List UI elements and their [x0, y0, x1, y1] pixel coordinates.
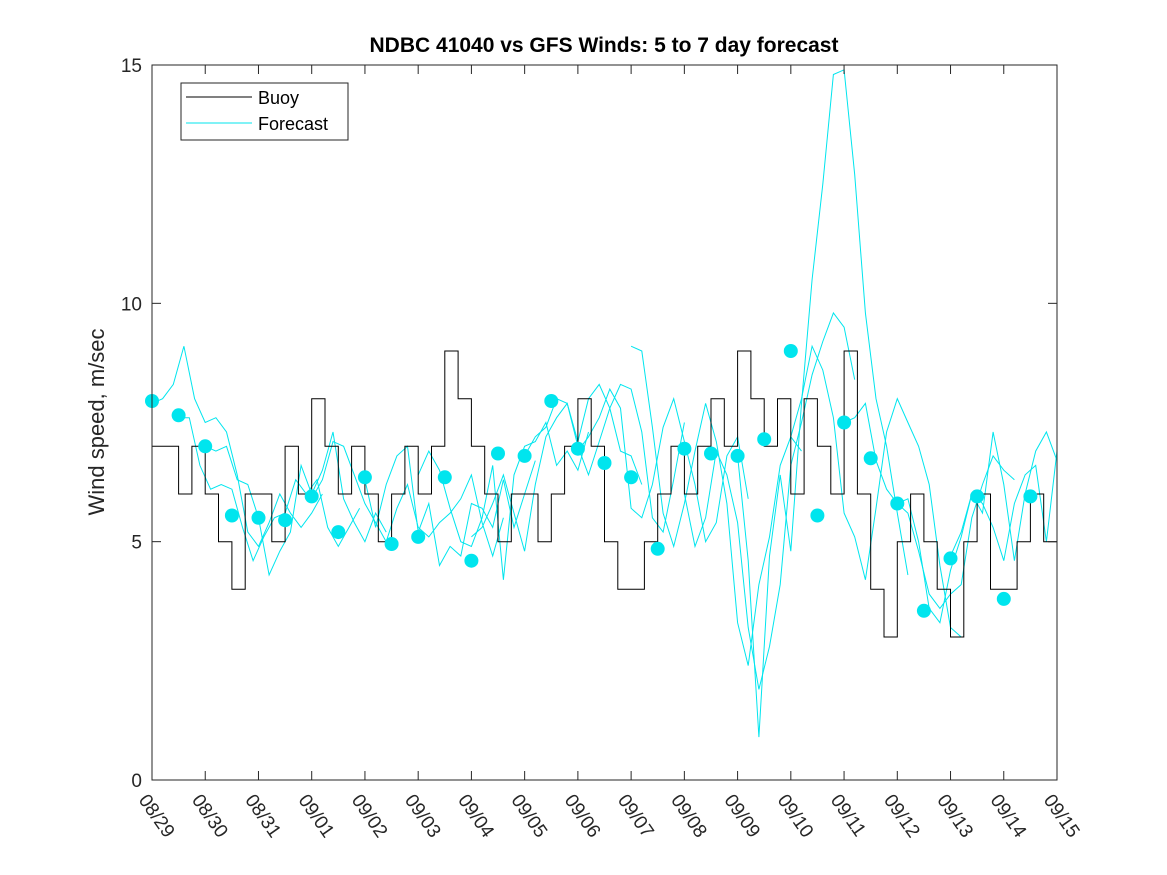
- forecast-point: [464, 553, 479, 568]
- forecast-point: [810, 508, 825, 523]
- forecast-point: [411, 529, 426, 544]
- forecast-line: [417, 421, 589, 580]
- forecast-point: [837, 415, 852, 430]
- forecast-line: [204, 431, 387, 577]
- forecast-point: [384, 537, 399, 551]
- forecast-point: [278, 513, 293, 528]
- forecast-point: [757, 432, 772, 447]
- forecast-line: [364, 445, 536, 567]
- forecast-point: [171, 408, 186, 423]
- forecast-point: [517, 448, 532, 463]
- forecast-point: [597, 456, 612, 470]
- chart-title: NDBC 41040 vs GFS Winds: 5 to 7 day fore…: [370, 34, 839, 57]
- forecast-point: [677, 441, 692, 456]
- forecast-line: [577, 387, 749, 544]
- legend-box: [180, 82, 349, 141]
- forecast-line: [683, 311, 856, 690]
- y-tick-label: 10: [121, 294, 142, 315]
- forecast-point: [304, 489, 319, 504]
- forecast-point: [357, 470, 372, 485]
- forecast-point: [704, 446, 718, 461]
- forecast-line: [737, 69, 909, 738]
- forecast-point: [251, 510, 266, 525]
- forecast-point: [544, 394, 559, 408]
- y-axis-label: Wind speed, m/sec: [84, 328, 109, 515]
- forecast-line: [843, 402, 1015, 610]
- forecast-line: [151, 346, 323, 548]
- forecast-point: [863, 451, 878, 466]
- forecast-point: [491, 446, 505, 461]
- forecast-line: [790, 344, 962, 638]
- y-axis: 0 5 10 15: [121, 56, 1057, 792]
- forecast-line: [471, 383, 643, 552]
- forecast-point: [224, 508, 239, 523]
- forecast-point: [650, 541, 665, 556]
- buoy-line: [152, 350, 1057, 638]
- forecast-point: [570, 441, 585, 456]
- forecast-point: [437, 470, 452, 485]
- forecast-point: [1023, 489, 1038, 504]
- forecast-point: [783, 344, 798, 358]
- forecast-point: [624, 470, 639, 485]
- y-tick-label: 15: [121, 56, 142, 77]
- forecast-point: [198, 439, 213, 454]
- y-tick-label: 5: [131, 533, 142, 554]
- y-tick-label: 0: [131, 771, 142, 792]
- forecast-point: [996, 591, 1011, 606]
- legend-buoy-label: Buoy: [258, 88, 299, 108]
- forecast-point: [943, 551, 958, 566]
- legend: Buoy Forecast: [180, 82, 349, 141]
- forecast-line: [311, 440, 504, 558]
- marker-layer: [145, 344, 1038, 618]
- legend-forecast-label: Forecast: [258, 114, 328, 134]
- forecast-point: [730, 448, 745, 463]
- forecast-line: [630, 345, 802, 666]
- axes-box: [151, 64, 1058, 781]
- forecast-point: [331, 525, 346, 540]
- forecast-line: [178, 417, 361, 563]
- forecast-point: [890, 496, 905, 511]
- series-layer: [151, 69, 1058, 738]
- plot-area: [152, 65, 1057, 780]
- forecast-point: [970, 489, 985, 504]
- forecast-point: [916, 603, 931, 618]
- forecast-line: [950, 451, 1058, 561]
